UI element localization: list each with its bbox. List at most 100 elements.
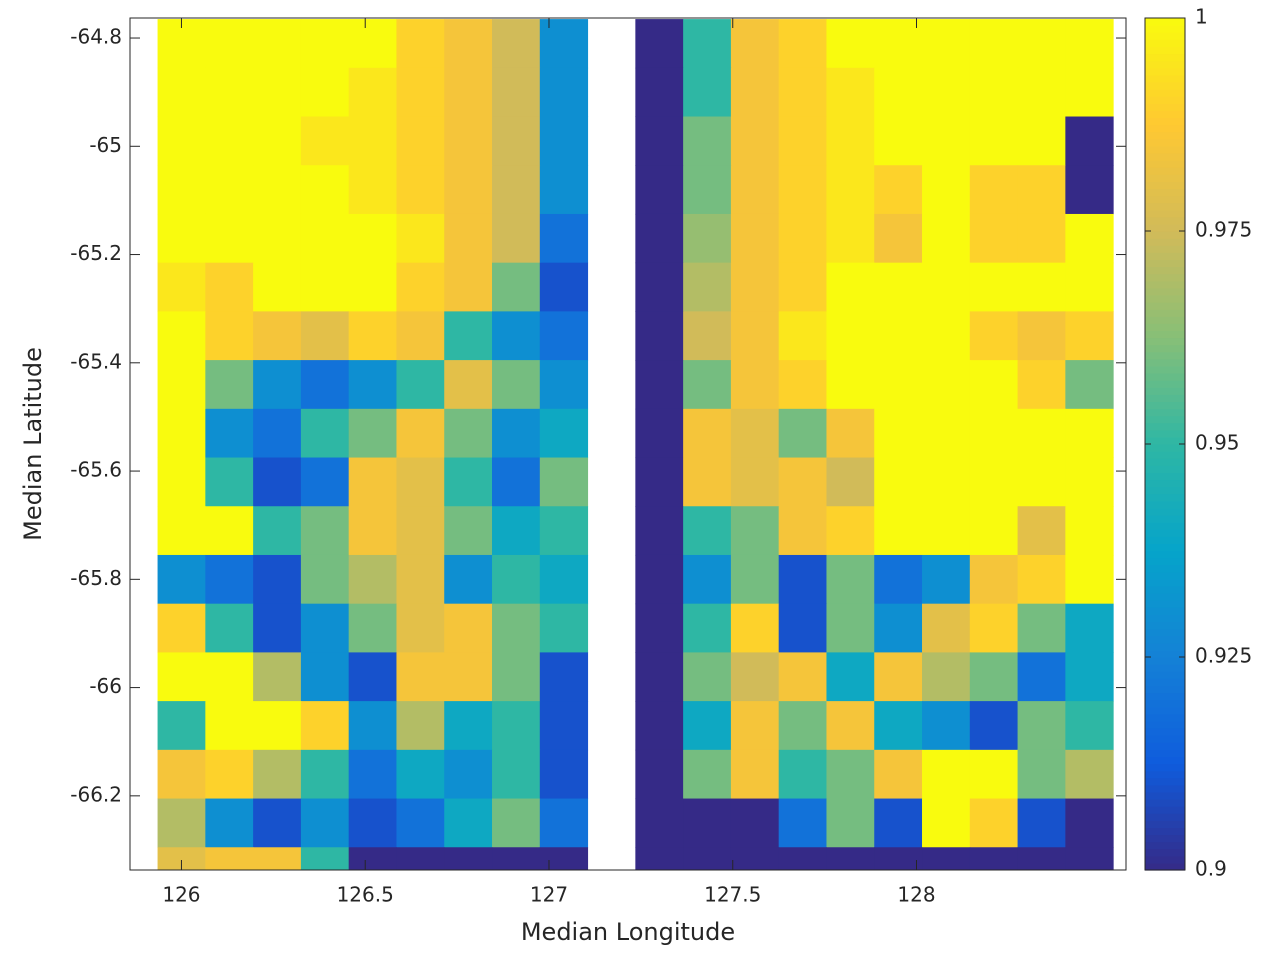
colorbar-segment	[1145, 330, 1185, 339]
colorbar-segment	[1145, 309, 1185, 317]
heatmap-cell	[1065, 360, 1114, 410]
heatmap-cell	[444, 165, 493, 215]
y-tick-label: -65.2	[70, 241, 122, 265]
colorbar-segment	[1145, 188, 1185, 197]
heatmap-cell	[205, 360, 254, 410]
heatmap-cell	[874, 116, 923, 166]
heatmap-cell	[1017, 360, 1066, 410]
colorbar-segment	[1145, 657, 1185, 665]
heatmap-cell	[492, 506, 541, 556]
colorbar-segment	[1145, 600, 1185, 608]
colorbar-segment	[1145, 671, 1185, 679]
colorbar-segment	[1145, 46, 1185, 55]
heatmap-cell	[492, 554, 541, 605]
heatmap-cell	[826, 67, 875, 118]
heatmap-cell	[730, 506, 780, 556]
heatmap-cell	[539, 165, 589, 215]
colorbar-segment	[1145, 621, 1185, 630]
heatmap-cell	[205, 408, 254, 459]
colorbar-segment	[1145, 791, 1185, 800]
heatmap-cell	[969, 311, 1019, 361]
colorbar-segment	[1145, 472, 1185, 481]
colorbar-segment	[1145, 216, 1185, 225]
heatmap-cell	[683, 554, 732, 605]
heatmap-cell	[300, 603, 350, 653]
heatmap-cell	[157, 554, 206, 605]
heatmap-cell	[969, 165, 1019, 215]
y-tick-label: -65.6	[70, 458, 122, 482]
heatmap-cell	[922, 701, 971, 751]
heatmap-cell	[969, 798, 1019, 848]
heatmap-cell	[730, 165, 780, 215]
heatmap-cell	[922, 603, 971, 653]
heatmap-cell	[444, 67, 493, 118]
colorbar-segment	[1145, 380, 1185, 388]
heatmap-cell	[348, 408, 397, 459]
colorbar-segment	[1145, 848, 1185, 857]
heatmap-cell	[826, 165, 875, 215]
heatmap-cell	[444, 457, 493, 507]
heatmap-cell	[253, 262, 302, 312]
heatmap-cell	[730, 749, 780, 800]
colorbar	[1145, 18, 1185, 871]
colorbar-segment	[1145, 813, 1185, 821]
heatmap-cell	[778, 67, 827, 118]
heatmap-cell	[826, 116, 875, 166]
colorbar-segment	[1145, 25, 1185, 33]
heatmap-cell	[683, 116, 732, 166]
heatmap-cell	[157, 116, 206, 166]
heatmap-cell	[539, 554, 589, 605]
heatmap-cell	[157, 67, 206, 118]
heatmap-cell	[348, 19, 397, 69]
heatmap-cell	[635, 749, 684, 800]
heatmap-cell	[1017, 506, 1066, 556]
heatmap-cell	[730, 19, 780, 69]
heatmap-cell	[1017, 798, 1066, 848]
heatmap-cell	[969, 652, 1019, 702]
heatmap-cell	[205, 652, 254, 702]
heatmap-cell	[348, 116, 397, 166]
heatmap-cell	[683, 19, 732, 69]
colorbar-segment	[1145, 507, 1185, 516]
heatmap-cell	[157, 652, 206, 702]
heatmap-cell	[539, 701, 589, 751]
colorbar-segment	[1145, 96, 1185, 104]
heatmap-cell	[1065, 652, 1114, 702]
colorbar-segment	[1145, 266, 1185, 275]
colorbar-segment	[1145, 117, 1185, 126]
heatmap-cell	[253, 311, 302, 361]
heatmap-cell	[922, 506, 971, 556]
colorbar-segment	[1145, 429, 1185, 438]
heatmap-cell	[1017, 457, 1066, 507]
heatmap-cell	[730, 262, 780, 312]
heatmap-cell	[253, 457, 302, 507]
colorbar-segment	[1145, 784, 1185, 793]
heatmap-cell	[157, 457, 206, 507]
heatmap-cell	[683, 67, 732, 118]
colorbar-segment	[1145, 728, 1185, 736]
heatmap-cell	[1065, 798, 1114, 848]
heatmap-cell	[1065, 165, 1114, 215]
colorbar-segment	[1145, 614, 1185, 623]
heatmap-cell	[874, 262, 923, 312]
heatmap-cell	[683, 749, 732, 800]
heatmap-cell	[874, 749, 923, 800]
heatmap-cell	[683, 603, 732, 653]
heatmap-cell	[157, 165, 206, 215]
colorbar-tick-label: 0.975	[1195, 218, 1252, 242]
y-axis-label: Median Latitude	[19, 347, 47, 541]
heatmap-cell	[157, 506, 206, 556]
heatmap-cell	[874, 165, 923, 215]
heatmap-cell	[1065, 701, 1114, 751]
heatmap-cell	[778, 408, 827, 459]
heatmap-cell	[778, 749, 827, 800]
colorbar-segment	[1145, 827, 1185, 836]
heatmap-cell	[444, 603, 493, 653]
heatmap-cell	[396, 749, 445, 800]
heatmap-cell	[922, 798, 971, 848]
heatmap-cell	[396, 165, 445, 215]
heatmap-cell	[396, 457, 445, 507]
heatmap-cell	[348, 506, 397, 556]
heatmap-cell	[348, 554, 397, 605]
colorbar-segment	[1145, 706, 1185, 715]
